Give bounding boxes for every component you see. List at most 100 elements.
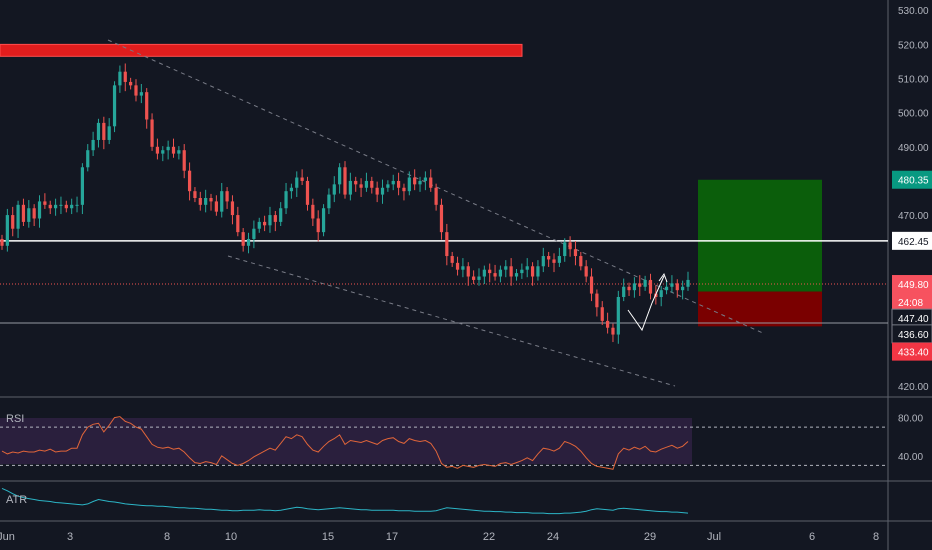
candle[interactable] xyxy=(75,204,79,206)
candle[interactable] xyxy=(482,269,486,277)
candle[interactable] xyxy=(300,177,304,181)
candle[interactable] xyxy=(338,167,342,185)
candle[interactable] xyxy=(493,273,497,277)
candle[interactable] xyxy=(236,215,240,233)
candle[interactable] xyxy=(380,187,385,195)
candle[interactable] xyxy=(64,204,68,209)
price-badge[interactable] xyxy=(892,342,932,361)
candle[interactable] xyxy=(327,194,331,209)
candle[interactable] xyxy=(632,283,637,291)
candle[interactable] xyxy=(530,266,535,277)
candle[interactable] xyxy=(681,286,685,291)
candle[interactable] xyxy=(53,204,58,209)
candle[interactable] xyxy=(386,184,390,188)
candle[interactable] xyxy=(375,187,379,195)
candle[interactable] xyxy=(359,184,363,188)
candle[interactable] xyxy=(96,122,101,140)
candle[interactable] xyxy=(257,221,261,229)
candle[interactable] xyxy=(504,266,508,270)
candle[interactable] xyxy=(579,256,583,267)
candle[interactable] xyxy=(445,232,449,257)
candle[interactable] xyxy=(230,201,235,216)
candle[interactable] xyxy=(102,122,106,140)
candle[interactable] xyxy=(193,191,197,198)
rsi-pane[interactable]: 80.00 40.00 xyxy=(0,414,923,470)
candle[interactable] xyxy=(182,150,186,171)
target-zone[interactable] xyxy=(698,179,822,292)
candle[interactable] xyxy=(589,276,594,294)
candle[interactable] xyxy=(423,177,427,181)
candle[interactable] xyxy=(627,286,631,291)
candle[interactable] xyxy=(472,276,476,280)
candle[interactable] xyxy=(396,180,401,188)
projection-arrow-up[interactable] xyxy=(651,275,665,304)
candle[interactable] xyxy=(600,307,604,321)
candle[interactable] xyxy=(107,126,111,140)
candle[interactable] xyxy=(112,85,117,127)
candle[interactable] xyxy=(0,238,4,246)
candle[interactable] xyxy=(541,256,545,267)
candle[interactable] xyxy=(439,204,444,233)
candle[interactable] xyxy=(284,191,288,209)
candle[interactable] xyxy=(659,290,663,297)
candle[interactable] xyxy=(670,283,674,287)
price-badge[interactable] xyxy=(892,170,932,189)
candle[interactable] xyxy=(204,198,208,205)
candle[interactable] xyxy=(584,266,588,277)
candle[interactable] xyxy=(370,180,374,188)
candle[interactable] xyxy=(364,180,369,188)
candle[interactable] xyxy=(343,167,347,195)
candle[interactable] xyxy=(295,177,299,188)
candle[interactable] xyxy=(488,269,492,274)
time-axis[interactable]: Jun 3 8 10 15 17 22 24 29 Jul 6 8 xyxy=(0,531,879,543)
candle[interactable] xyxy=(155,146,160,154)
candle[interactable] xyxy=(514,273,519,277)
price-badge[interactable] xyxy=(892,275,932,294)
candle[interactable] xyxy=(664,286,669,291)
candle[interactable] xyxy=(43,201,47,205)
candle[interactable] xyxy=(557,256,561,263)
candle[interactable] xyxy=(150,119,154,147)
rsi-line[interactable] xyxy=(1,416,689,470)
candle[interactable] xyxy=(145,92,149,120)
projection-arrow-down[interactable] xyxy=(627,302,653,332)
price-axis[interactable]: 530.00520.00510.00500.00490.00480.00470.… xyxy=(891,6,932,393)
candle[interactable] xyxy=(27,208,31,222)
candle[interactable] xyxy=(434,187,438,205)
candle[interactable] xyxy=(21,204,26,222)
candle[interactable] xyxy=(220,191,224,212)
candle[interactable] xyxy=(80,167,84,205)
candle[interactable] xyxy=(198,198,202,205)
candle[interactable] xyxy=(289,187,294,192)
candle[interactable] xyxy=(616,297,620,335)
candle[interactable] xyxy=(59,204,63,206)
candle[interactable] xyxy=(429,177,433,188)
candle[interactable] xyxy=(568,242,572,250)
price-badge[interactable] xyxy=(892,292,932,311)
candle[interactable] xyxy=(32,208,36,219)
candle[interactable] xyxy=(643,279,647,287)
candle[interactable] xyxy=(48,204,52,209)
candle[interactable] xyxy=(161,150,165,154)
candle[interactable] xyxy=(686,279,690,287)
candle[interactable] xyxy=(638,283,642,287)
candle[interactable] xyxy=(407,177,411,192)
candle[interactable] xyxy=(622,286,626,297)
candle[interactable] xyxy=(5,215,9,246)
candle[interactable] xyxy=(536,266,540,277)
candle[interactable] xyxy=(139,92,143,96)
candle[interactable] xyxy=(611,327,615,335)
candle[interactable] xyxy=(305,180,310,205)
supply-zone[interactable] xyxy=(0,43,523,57)
candle[interactable] xyxy=(225,191,229,202)
candle[interactable] xyxy=(11,215,15,229)
candle[interactable] xyxy=(552,259,556,263)
candle[interactable] xyxy=(263,221,267,226)
candle[interactable] xyxy=(37,201,42,219)
candle[interactable] xyxy=(129,81,133,86)
candle[interactable] xyxy=(595,293,599,308)
candle[interactable] xyxy=(118,71,122,86)
candle[interactable] xyxy=(413,177,417,185)
